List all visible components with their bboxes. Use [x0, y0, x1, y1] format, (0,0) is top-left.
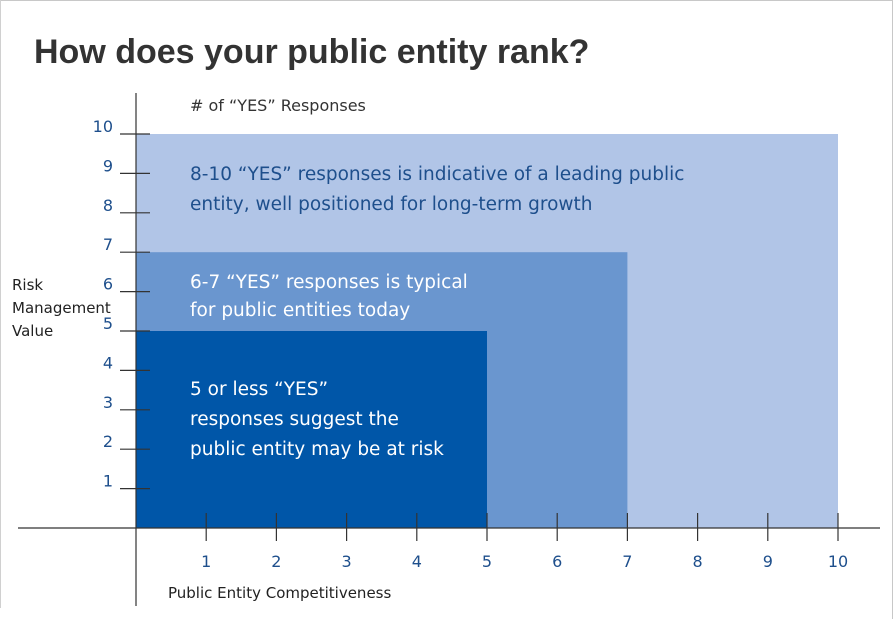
y-tick-label: 6 [103, 275, 113, 294]
region-3-label-line: public entity may be at risk [190, 439, 444, 460]
x-tick-label: 8 [693, 552, 703, 571]
y-tick-label: 10 [93, 117, 113, 136]
axes-layer [18, 93, 880, 606]
x-tick-label: 6 [552, 552, 562, 571]
x-tick-label: 1 [201, 552, 211, 571]
regions-layer [136, 134, 838, 528]
x-tick-label: 10 [828, 552, 848, 571]
y-axis-label-line: Value [12, 322, 53, 340]
y-tick-label: 2 [103, 432, 113, 451]
y-axis-label-line: Management [12, 299, 111, 317]
x-axis-label: Public Entity Competitiveness [168, 584, 391, 602]
x-tick-label: 2 [271, 552, 281, 571]
region-3-label-line: responses suggest the [190, 409, 399, 430]
y-tick-label: 4 [103, 353, 113, 372]
region-2-label-line: for public entities today [190, 300, 410, 321]
y-tick-label: 7 [103, 235, 113, 254]
region-1-label-line: entity, well positioned for long-term gr… [190, 194, 593, 215]
y-axis-label-line: Risk [12, 276, 43, 294]
x-tick-label: 3 [342, 552, 352, 571]
y-tick-label: 3 [103, 393, 113, 412]
slide-frame-left-edge [0, 0, 1, 608]
chart-title: How does your public entity rank? [34, 33, 590, 71]
y-tick-label: 9 [103, 156, 113, 175]
x-tick-label: 9 [763, 552, 773, 571]
x-tick-label: 4 [412, 552, 422, 571]
region-2-label-line: 6-7 “YES” responses is typical [190, 272, 468, 293]
y-ticks-layer: 1 2 3 4 5 6 7 8 9 10 [93, 117, 150, 491]
top-axis-label: # of “YES” Responses [190, 96, 366, 115]
region-1-label-line: 8-10 “YES” responses is indicative of a … [190, 164, 684, 185]
x-ticks-layer: 1 2 3 4 5 6 7 8 9 10 [201, 513, 848, 571]
y-tick-label: 5 [103, 314, 113, 333]
x-tick-label: 5 [482, 552, 492, 571]
region-3-label-line: 5 or less “YES” [190, 379, 328, 400]
x-tick-label: 7 [622, 552, 632, 571]
y-axis-label: Risk Management Value [12, 276, 111, 340]
y-tick-label: 8 [103, 196, 113, 215]
y-tick-label: 1 [103, 472, 113, 491]
annotations-layer: 8-10 “YES” responses is indicative of a … [190, 164, 684, 460]
region-3 [136, 331, 487, 528]
